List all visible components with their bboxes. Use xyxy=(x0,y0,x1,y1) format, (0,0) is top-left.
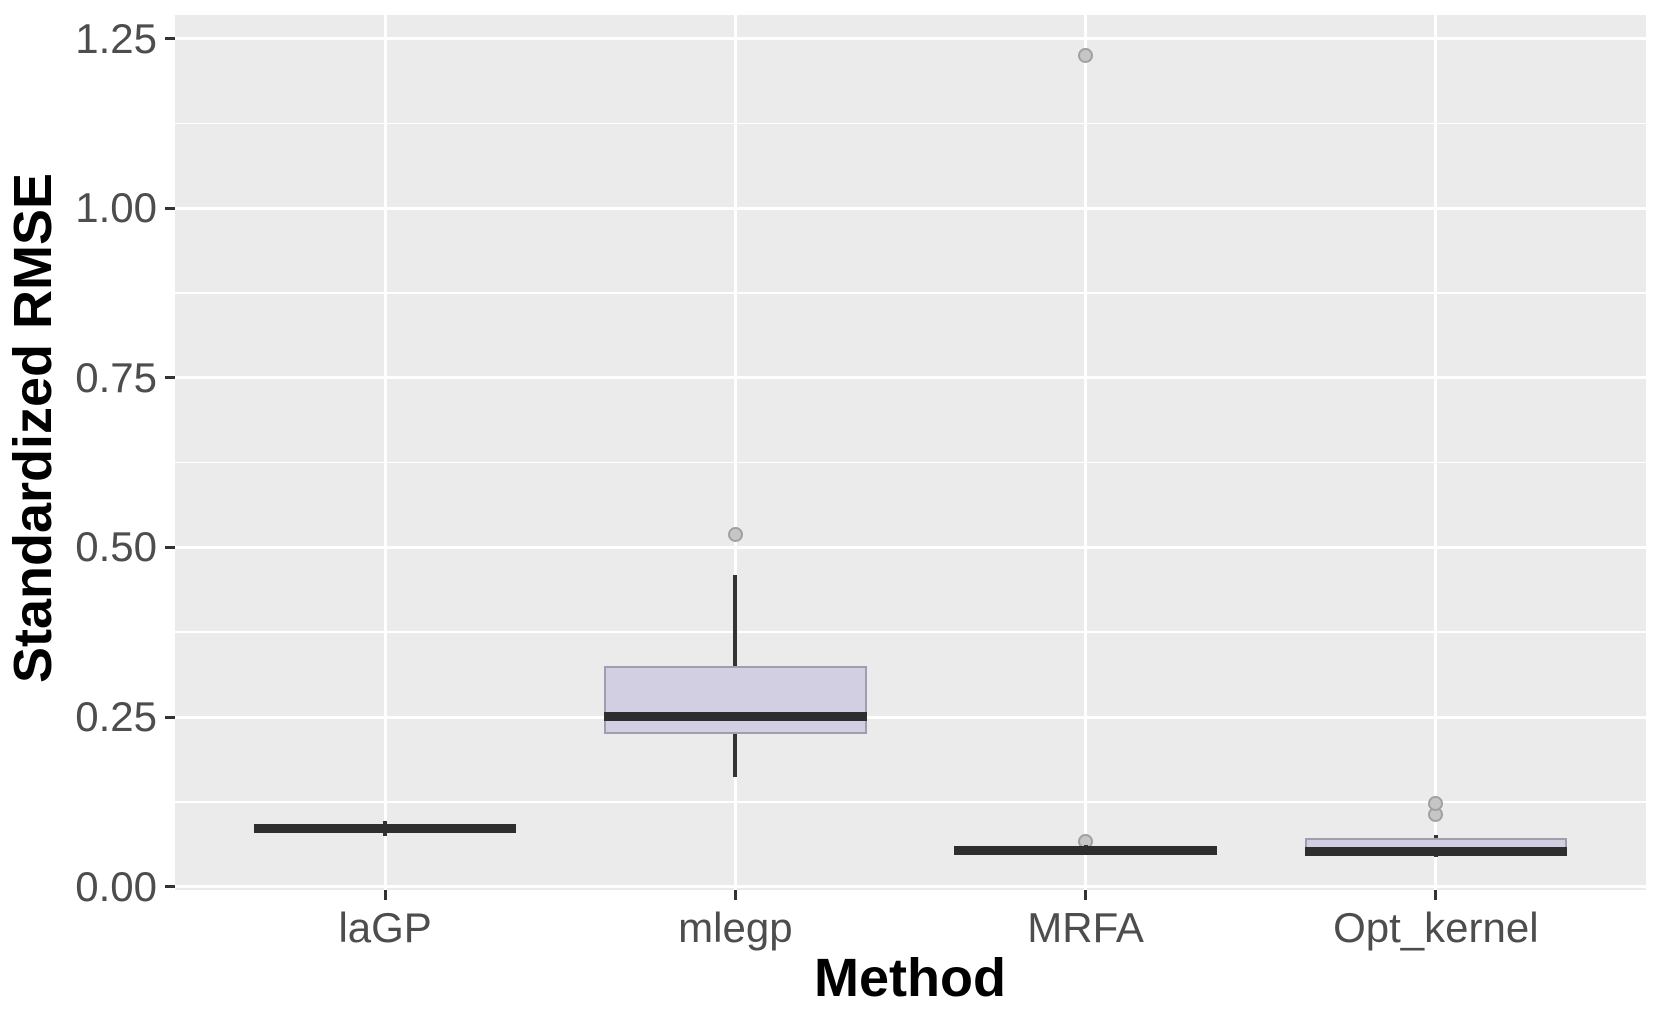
y-tick-label: 0.00 xyxy=(75,862,157,910)
v-gridline-major xyxy=(733,15,737,890)
y-tick-mark xyxy=(165,37,175,41)
h-gridline-minor xyxy=(175,461,1646,464)
h-gridline-major xyxy=(175,37,1646,41)
plot-panel xyxy=(175,15,1646,890)
median-line xyxy=(1304,846,1568,856)
median-line xyxy=(253,823,517,833)
v-gridline-major xyxy=(383,15,387,890)
boxplot-box-mlegp xyxy=(604,666,867,734)
h-gridline-major xyxy=(175,885,1646,889)
y-tick-mark xyxy=(165,376,175,380)
x-tick-mark xyxy=(383,890,387,900)
outlier-point xyxy=(1078,48,1094,64)
h-gridline-minor xyxy=(175,801,1646,803)
y-tick-label: 1.00 xyxy=(75,184,157,232)
x-tick-label: Opt_kernel xyxy=(1333,904,1539,951)
y-tick-label: 0.25 xyxy=(75,693,157,741)
x-axis-title: Method xyxy=(814,948,1006,1008)
h-gridline-major xyxy=(175,206,1646,210)
x-tick-label: MRFA xyxy=(1027,904,1144,951)
x-tick-label: mlegp xyxy=(678,904,793,951)
y-tick-label: 0.75 xyxy=(75,353,157,401)
x-tick-mark xyxy=(733,890,737,900)
y-tick-mark xyxy=(165,206,175,210)
outlier-point xyxy=(727,527,743,543)
v-gridline-major xyxy=(1084,15,1088,890)
h-gridline-major xyxy=(175,715,1646,719)
outlier-point xyxy=(1428,796,1444,812)
y-tick-mark xyxy=(165,545,175,549)
median-line xyxy=(604,711,867,721)
y-tick-label: 1.25 xyxy=(75,14,157,62)
x-tick-mark xyxy=(1084,890,1088,900)
x-tick-label: laGP xyxy=(338,904,432,951)
h-gridline-minor xyxy=(175,122,1646,125)
y-tick-label: 0.50 xyxy=(75,523,157,571)
x-tick-mark xyxy=(1434,890,1438,900)
median-line xyxy=(954,846,1217,856)
h-gridline-minor xyxy=(175,292,1646,294)
y-tick-mark xyxy=(165,715,175,719)
h-gridline-major xyxy=(175,545,1646,549)
h-gridline-minor xyxy=(175,631,1646,634)
y-axis-title: Standardized RMSE xyxy=(3,172,63,684)
h-gridline-major xyxy=(175,376,1646,380)
y-tick-mark xyxy=(165,885,175,889)
v-gridline-major xyxy=(1434,15,1438,890)
